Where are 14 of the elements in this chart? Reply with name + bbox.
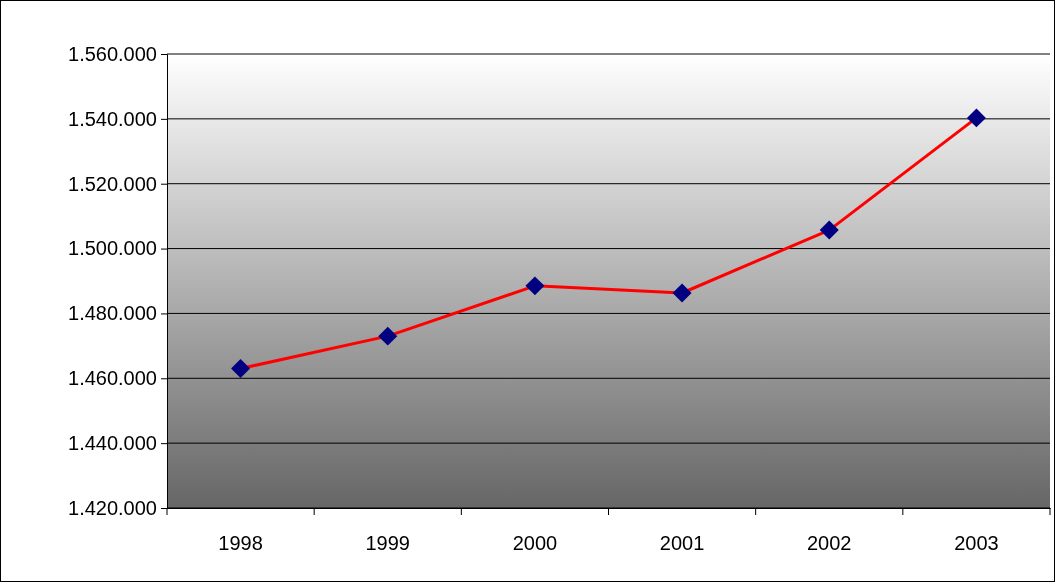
y-tick-label: 1.460.000 xyxy=(68,367,157,390)
y-tick-label: 1.560.000 xyxy=(68,42,157,65)
x-tick-label: 2002 xyxy=(807,532,852,555)
y-tick-label: 1.500.000 xyxy=(68,237,157,260)
y-tick-label: 1.520.000 xyxy=(68,172,157,195)
x-tick-label: 1999 xyxy=(365,532,410,555)
x-tick-label: 2000 xyxy=(512,532,558,555)
y-tick-label: 1.540.000 xyxy=(68,107,157,130)
x-tick-label: 1998 xyxy=(218,532,263,555)
y-tick-label: 1.420.000 xyxy=(68,496,157,519)
y-tick-label: 1.440.000 xyxy=(68,432,157,455)
y-tick-label: 1.480.000 xyxy=(68,302,157,325)
x-tick-label: 2001 xyxy=(659,532,705,555)
x-tick-label: 2003 xyxy=(954,532,999,555)
